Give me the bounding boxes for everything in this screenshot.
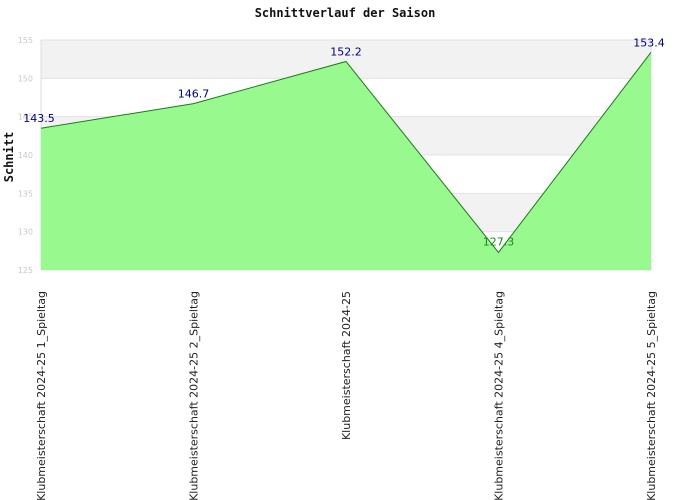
y-tick-label: 145 bbox=[18, 113, 33, 122]
x-tick-label: Klubmeisterschaft 2024-25 5_Spieltag bbox=[645, 291, 658, 500]
y-tick-label: 135 bbox=[18, 189, 33, 198]
y-tick-label: 140 bbox=[18, 151, 33, 160]
y-tick-label: 155 bbox=[18, 36, 33, 45]
data-label: 146.7 bbox=[178, 88, 210, 101]
chart-title: Schnittverlauf der Saison bbox=[255, 6, 436, 20]
y-axis-label: Schnitt bbox=[2, 132, 16, 183]
y-axis-ticks: 125 130 135 140 145 150 155 bbox=[18, 36, 33, 275]
data-labels: 143.5 146.7 152.2 127.3 153.4 bbox=[23, 36, 665, 248]
x-tick-label: Klubmeisterschaft 2024-25 4_Spieltag bbox=[493, 291, 506, 500]
data-label: 127.3 bbox=[483, 235, 515, 248]
x-tick-label: Klubmeisterschaft 2024-25 1_Spieltag bbox=[35, 291, 48, 500]
x-tick-label: Klubmeisterschaft 2024-25 2_Spieltag bbox=[188, 291, 201, 500]
y-tick-label: 130 bbox=[18, 228, 33, 237]
x-axis-ticks: Klubmeisterschaft 2024-25 1_Spieltag Klub… bbox=[35, 291, 658, 500]
data-label: 153.4 bbox=[633, 36, 665, 49]
y-tick-label: 150 bbox=[18, 74, 33, 83]
data-label: 143.5 bbox=[23, 112, 55, 125]
data-label: 152.2 bbox=[330, 45, 362, 58]
x-tick-label: Klubmeisterschaft 2024-25 bbox=[340, 291, 353, 440]
y-tick-label: 125 bbox=[18, 266, 33, 275]
series-line bbox=[40, 51, 652, 254]
series-area bbox=[41, 52, 651, 270]
